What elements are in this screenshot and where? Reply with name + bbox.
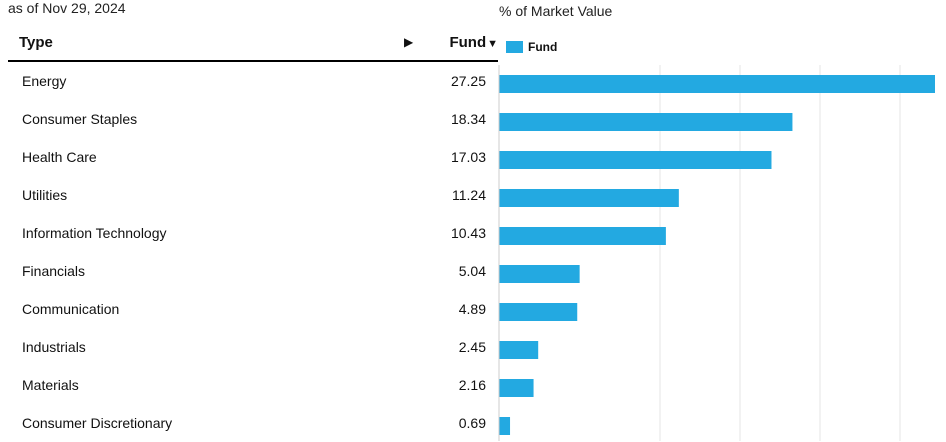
row-type-label: Materials [22, 377, 79, 393]
row-type-label: Communication [22, 301, 120, 317]
row-fund-value: 4.89 [458, 301, 486, 317]
table-row: Financials 5.04 [8, 252, 498, 290]
bar-financials[interactable] [499, 265, 580, 283]
row-fund-value: 17.03 [450, 149, 486, 165]
bar-utilities[interactable] [499, 189, 679, 207]
bar-consumer-staples[interactable] [499, 113, 793, 131]
row-type-label: Financials [22, 263, 86, 279]
table-row: Utilities 11.24 [8, 176, 498, 214]
row-type-label: Health Care [22, 149, 97, 165]
table-body: Energy 27.25 Consumer Staples 18.34 Health… [8, 62, 498, 442]
chart-caption: % of Market Value [499, 3, 613, 19]
row-fund-value: 11.24 [452, 187, 486, 203]
row-fund-value: 10.43 [450, 225, 486, 241]
row-type-label: Consumer Staples [22, 111, 138, 127]
sort-desc-icon: ▼ [487, 38, 498, 50]
fund-column-header[interactable]: Fund▼ [449, 34, 498, 51]
row-fund-value: 2.45 [458, 339, 486, 355]
bar-health-care[interactable] [499, 151, 772, 169]
bar-energy[interactable] [499, 75, 935, 93]
row-type-label: Industrials [22, 339, 86, 355]
table-row: Industrials 2.45 [8, 328, 498, 366]
table-row: Energy 27.25 [8, 62, 498, 100]
row-type-label: Information Technology [22, 225, 167, 241]
table-header: Type ▶ Fund▼ [8, 30, 498, 62]
table-row: Consumer Discretionary 0.69 [8, 404, 498, 442]
table-row: Consumer Staples 18.34 [8, 100, 498, 138]
row-type-label: Consumer Discretionary [22, 415, 173, 431]
table-row: Communication 4.89 [8, 290, 498, 328]
row-fund-value: 0.69 [458, 415, 486, 431]
legend-label: Fund [528, 40, 558, 54]
row-fund-value: 5.04 [458, 263, 486, 279]
table-row: Information Technology 10.43 [8, 214, 498, 252]
bar-industrials[interactable] [499, 341, 539, 359]
type-column-header[interactable]: Type [19, 34, 53, 51]
as-of-date: as of Nov 29, 2024 [8, 0, 126, 16]
bar-information-technology[interactable] [499, 227, 666, 245]
row-type-label: Energy [22, 73, 67, 89]
row-fund-value: 18.34 [450, 111, 486, 127]
fund-column-label: Fund [449, 34, 487, 51]
bar-materials[interactable] [499, 379, 534, 397]
legend-swatch [506, 41, 523, 53]
table-row: Health Care 17.03 [8, 138, 498, 176]
row-type-label: Utilities [22, 187, 68, 203]
row-fund-value: 2.16 [458, 377, 486, 393]
table-row: Materials 2.16 [8, 366, 498, 404]
bar-consumer-discretionary[interactable] [499, 417, 511, 435]
expand-arrow-icon[interactable]: ▶ [404, 35, 414, 49]
row-fund-value: 27.25 [450, 73, 486, 89]
bar-communication[interactable] [499, 303, 578, 321]
chart-legend[interactable]: Fund [506, 40, 557, 54]
